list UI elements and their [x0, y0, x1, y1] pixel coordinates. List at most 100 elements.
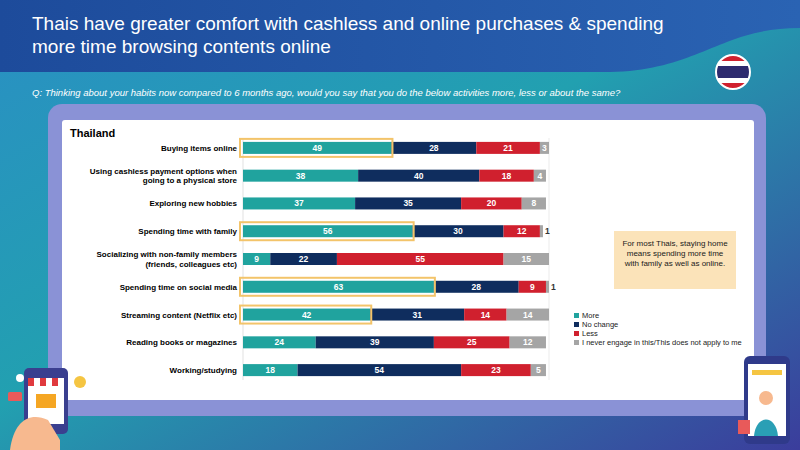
text-line: Exploring new hobbies — [149, 199, 237, 208]
data-label: 31 — [412, 310, 422, 320]
data-label: 39 — [370, 337, 380, 347]
bar — [504, 225, 540, 237]
data-label: 15 — [522, 254, 532, 264]
data-label: 12 — [523, 337, 533, 347]
data-label: 3 — [542, 143, 547, 153]
data-label: 18 — [266, 365, 276, 375]
data-label: 1 — [551, 282, 556, 292]
bar — [479, 170, 534, 182]
text-line: Thais have greater comfort with cashless… — [32, 13, 664, 34]
category-label: Exploring new hobbies — [149, 199, 237, 208]
phone-screen — [748, 364, 786, 436]
awning — [34, 378, 40, 386]
awning — [40, 378, 46, 386]
canvas: Thais have greater comfort with cashless… — [0, 0, 800, 450]
text-line: No change — [582, 320, 618, 329]
text-line: I never engage in this/This does not app… — [582, 338, 742, 347]
data-labels: 4928213384018437352085630121922551563289… — [254, 143, 556, 375]
data-label: 56 — [323, 226, 333, 236]
bars — [243, 142, 549, 376]
text-line: Using cashless payment options when — [90, 167, 237, 176]
bar — [243, 336, 316, 348]
data-label: 49 — [312, 143, 322, 153]
bar — [243, 281, 434, 293]
text-line: (friends, colleagues etc) — [145, 260, 237, 269]
category-label: Spending time with family — [138, 227, 237, 236]
head — [759, 391, 773, 405]
category-label: Working/studying — [170, 366, 238, 375]
data-label: 35 — [403, 198, 413, 208]
bar — [522, 197, 546, 209]
legend-label: I never engage in this/This does not app… — [582, 338, 742, 347]
illustration-right — [738, 356, 790, 444]
body — [754, 420, 778, 437]
data-label: 63 — [334, 282, 344, 292]
highlight-box — [240, 222, 414, 240]
legend-swatch — [574, 331, 579, 336]
bar — [243, 253, 270, 265]
background — [0, 0, 800, 450]
text-line: Less — [582, 329, 598, 338]
awning — [52, 378, 58, 386]
data-label: 23 — [491, 365, 501, 375]
category-label: Reading books or magazines — [126, 338, 237, 347]
panel-title: Thailand — [70, 127, 115, 139]
bar — [434, 281, 519, 293]
bar — [243, 142, 391, 154]
bar — [270, 253, 337, 265]
text-line: Working/studying — [170, 366, 238, 375]
text-line: Streaming content (Netflix etc) — [121, 311, 237, 320]
bar — [243, 309, 370, 321]
bar — [540, 225, 543, 237]
shop-item — [36, 394, 56, 408]
bar — [370, 309, 464, 321]
data-label: 9 — [254, 254, 259, 264]
legend-swatch — [574, 340, 579, 345]
bar — [464, 309, 506, 321]
bar — [546, 281, 549, 293]
text-line: Socializing with non-family members — [97, 250, 238, 259]
data-label: 54 — [375, 365, 385, 375]
data-label: 14 — [523, 310, 533, 320]
text-line: For most Thais, staying home — [622, 239, 728, 248]
data-label: 55 — [416, 254, 426, 264]
phone-screen — [28, 378, 64, 424]
data-label: 4 — [538, 171, 543, 181]
data-label: 37 — [294, 198, 304, 208]
flag-stripe — [716, 55, 750, 89]
data-label: 20 — [487, 198, 497, 208]
bar — [243, 170, 358, 182]
text-line: Buying items online — [161, 144, 238, 153]
rating — [752, 370, 782, 375]
text-line: Spending time on social media — [120, 283, 238, 292]
category-label: Socializing with non-family members(frie… — [97, 250, 238, 269]
bar — [355, 197, 461, 209]
bar — [540, 142, 549, 154]
flag-stripe — [716, 66, 750, 78]
bar — [510, 336, 546, 348]
phone — [744, 356, 790, 444]
text-line: going to a physical store — [143, 176, 238, 185]
data-label: 30 — [453, 226, 463, 236]
data-label: 21 — [503, 143, 513, 153]
data-label: 42 — [302, 310, 312, 320]
bar — [531, 364, 546, 376]
bar — [243, 225, 413, 237]
bar — [391, 142, 476, 154]
data-label: 38 — [296, 171, 306, 181]
legend-label: Less — [582, 329, 598, 338]
legend-label: No change — [582, 320, 618, 329]
data-label: 1 — [545, 226, 550, 236]
bar — [504, 253, 549, 265]
category-label: Buying items online — [161, 144, 238, 153]
title: Thais have greater comfort with cashless… — [32, 13, 664, 57]
highlight-box — [240, 139, 392, 157]
bar — [519, 281, 546, 293]
bar — [413, 225, 504, 237]
data-label: 8 — [531, 198, 536, 208]
header-band — [0, 0, 800, 72]
bar — [243, 197, 355, 209]
bag — [738, 420, 750, 434]
data-label: 14 — [481, 310, 491, 320]
category-label: Streaming content (Netflix etc) — [121, 311, 237, 320]
